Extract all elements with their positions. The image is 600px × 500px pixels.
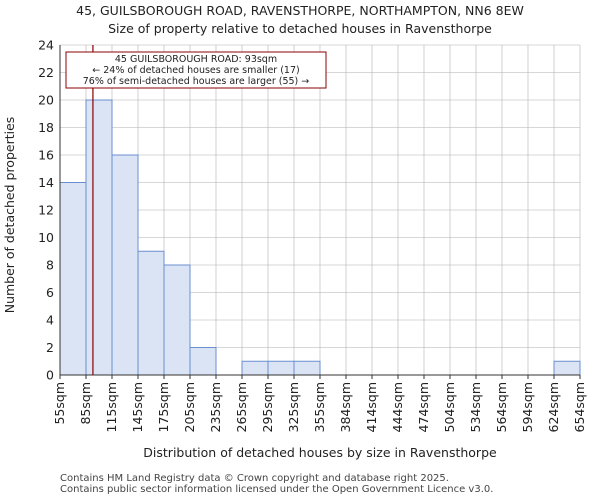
histogram-bar <box>267 360 295 376</box>
x-tick-label: 265sqm <box>234 382 249 432</box>
histogram-bar <box>293 360 321 376</box>
y-tick-label: 6 <box>46 285 54 300</box>
annotation-box <box>65 51 327 89</box>
histogram-bar <box>85 99 113 376</box>
x-tick-label: 295sqm <box>260 382 275 432</box>
y-tick-label: 16 <box>38 148 54 163</box>
x-tick-label: 504sqm <box>442 382 457 432</box>
bars <box>59 99 581 376</box>
x-tick-label: 205sqm <box>182 382 197 432</box>
histogram-bar <box>553 360 581 376</box>
annotation-line: ← 24% of detached houses are smaller (17… <box>92 65 299 76</box>
y-tick-label: 8 <box>46 258 54 273</box>
y-tick-label: 0 <box>46 368 54 383</box>
x-tick-label: 355sqm <box>312 382 327 432</box>
x-tick-label: 175sqm <box>156 382 171 432</box>
histogram-bar <box>111 154 139 376</box>
y-tick-label: 2 <box>46 340 54 355</box>
x-axis-label: Distribution of detached houses by size … <box>143 445 497 460</box>
y-tick-label: 12 <box>38 203 54 218</box>
histogram-bar <box>59 182 87 376</box>
y-tick-label: 14 <box>38 175 54 190</box>
x-tick-label: 325sqm <box>286 382 301 432</box>
x-tick-label: 235sqm <box>208 382 223 432</box>
property-marker: 45 GUILSBOROUGH ROAD: 93sqm← 24% of deta… <box>65 45 327 375</box>
annotation-line: 45 GUILSBOROUGH ROAD: 93sqm <box>115 54 277 65</box>
annotation-line: 76% of semi-detached houses are larger (… <box>83 76 310 87</box>
histogram-bar <box>163 264 191 376</box>
x-tick-label: 115sqm <box>104 382 119 432</box>
chart-subtitle: Size of property relative to detached ho… <box>108 21 492 36</box>
histogram-bar <box>189 347 217 376</box>
y-tick-label: 10 <box>38 230 54 245</box>
y-tick-label: 4 <box>46 313 54 328</box>
y-tick-label: 20 <box>38 93 54 108</box>
x-tick-label: 534sqm <box>468 382 483 432</box>
x-tick-label: 55sqm <box>52 382 67 425</box>
x-tick-label: 384sqm <box>338 382 353 432</box>
x-tick-label: 85sqm <box>78 382 93 425</box>
footer-line-2: Contains public sector information licen… <box>60 484 494 495</box>
y-tick-label: 18 <box>38 120 54 135</box>
chart-title: 45, GUILSBOROUGH ROAD, RAVENSTHORPE, NOR… <box>76 3 524 18</box>
y-tick-label: 22 <box>38 65 54 80</box>
y-axis-label: Number of detached properties <box>2 117 17 314</box>
axes <box>59 45 581 379</box>
x-tick-label: 414sqm <box>364 382 379 432</box>
footer-line-1: Contains HM Land Registry data © Crown c… <box>60 473 449 484</box>
x-tick-label: 624sqm <box>546 382 561 432</box>
histogram-bar <box>137 250 165 376</box>
x-tick-label: 145sqm <box>130 382 145 432</box>
y-tick-label: 24 <box>38 38 54 53</box>
x-tick-label: 444sqm <box>390 382 405 432</box>
x-tick-label: 564sqm <box>494 382 509 432</box>
x-tick-label: 594sqm <box>520 382 535 432</box>
x-tick-label: 654sqm <box>572 382 587 432</box>
x-tick-label: 474sqm <box>416 382 431 432</box>
histogram-bar <box>241 360 269 376</box>
